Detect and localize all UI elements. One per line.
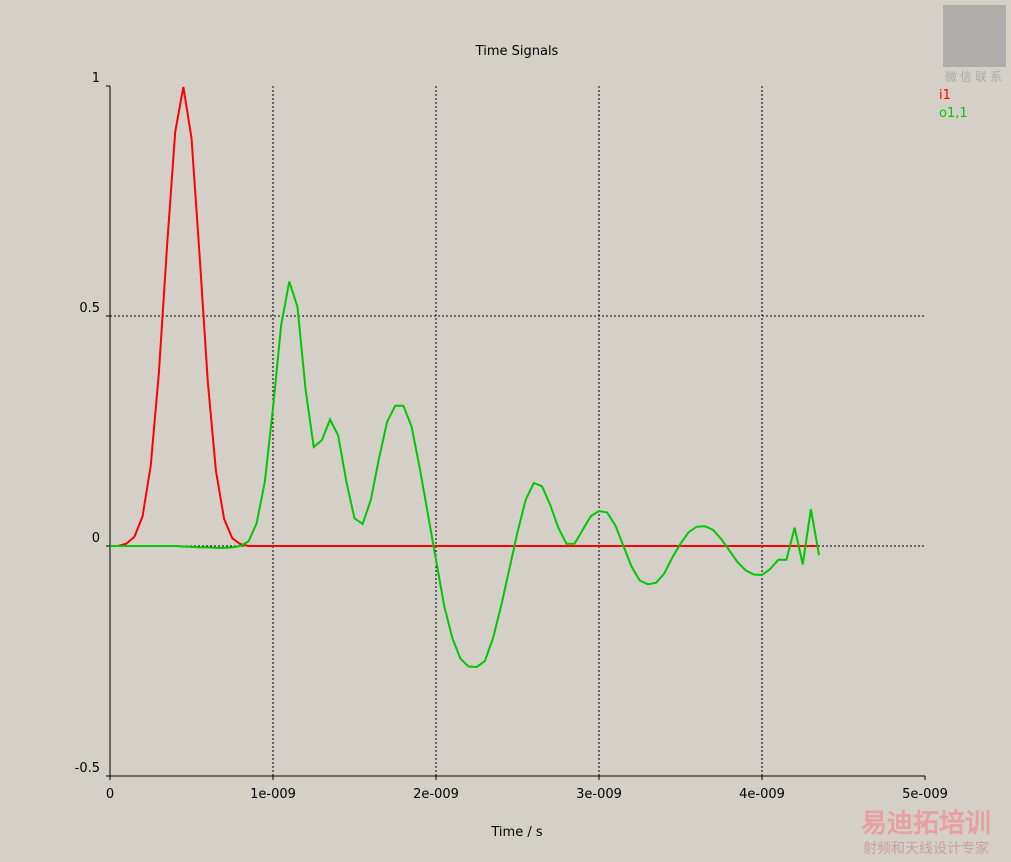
y-tick-label: 0 [92, 531, 100, 546]
qr-caption: 微信联系 [945, 70, 1005, 84]
legend-entry: o1,1 [939, 106, 968, 121]
line-series [110, 281, 821, 668]
chart-title: Time Signals [475, 44, 559, 59]
qr-code [943, 5, 1006, 67]
y-tick-label: 0.5 [79, 301, 100, 316]
watermark-slogan: 射频和天线设计专家 [863, 840, 989, 857]
line-series [110, 86, 820, 547]
x-tick-label: 4e-009 [739, 787, 785, 802]
watermark-brand: 易迪拓培训 [861, 809, 991, 839]
x-tick-label: 0 [106, 787, 114, 802]
legend-entry: i1 [939, 88, 951, 103]
x-tick-label: 2e-009 [413, 787, 459, 802]
x-axis-label: Time / s [490, 825, 542, 840]
y-tick-label: -0.5 [75, 761, 100, 776]
x-tick-label: 1e-009 [250, 787, 296, 802]
x-tick-label: 5e-009 [902, 787, 948, 802]
x-tick-label: 3e-009 [576, 787, 622, 802]
y-tick-label: 1 [92, 71, 100, 86]
